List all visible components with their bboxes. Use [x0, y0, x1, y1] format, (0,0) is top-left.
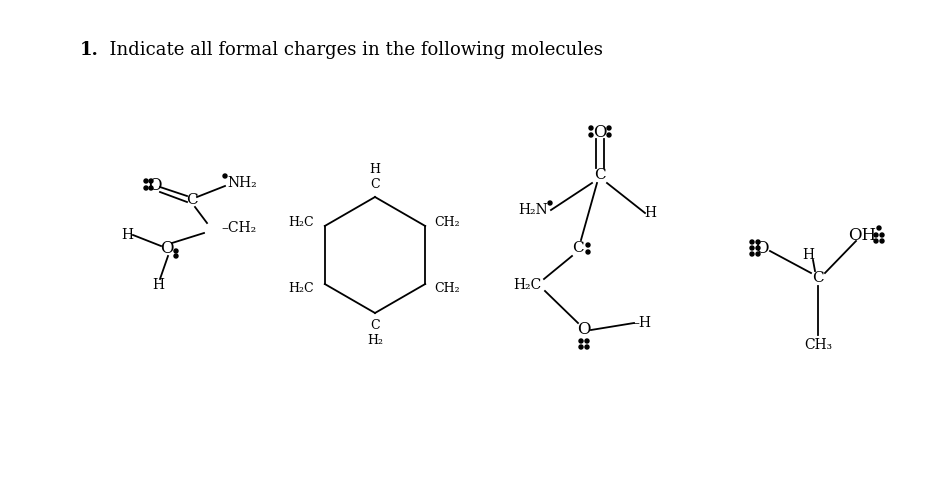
Text: H₂C: H₂C [288, 282, 313, 295]
Text: H₂C: H₂C [288, 216, 313, 228]
Circle shape [223, 174, 227, 178]
Text: C: C [186, 193, 198, 207]
Circle shape [880, 233, 884, 237]
Text: NH₂: NH₂ [227, 176, 257, 190]
Circle shape [579, 339, 583, 343]
Text: H
C: H C [369, 163, 381, 191]
Circle shape [548, 201, 552, 205]
Circle shape [589, 126, 593, 130]
Circle shape [756, 240, 760, 244]
Circle shape [586, 243, 590, 247]
Text: C: C [813, 271, 824, 285]
Text: O: O [149, 176, 162, 194]
Circle shape [607, 133, 611, 137]
Text: 1.: 1. [80, 41, 99, 59]
Text: CH₃: CH₃ [804, 338, 832, 352]
Text: O: O [593, 124, 607, 140]
Circle shape [586, 250, 590, 254]
Circle shape [579, 345, 583, 349]
Text: CH₂: CH₂ [435, 282, 460, 295]
Circle shape [877, 226, 881, 230]
Text: C: C [594, 168, 606, 182]
Circle shape [589, 133, 593, 137]
Circle shape [144, 179, 148, 183]
Text: O: O [160, 240, 174, 256]
Circle shape [874, 239, 878, 243]
Circle shape [144, 186, 148, 190]
Circle shape [750, 252, 754, 256]
Text: H₂N: H₂N [518, 203, 548, 217]
Text: –CH₂: –CH₂ [221, 221, 256, 235]
Text: H: H [802, 248, 814, 262]
Circle shape [750, 246, 754, 250]
Text: H: H [152, 278, 164, 292]
Text: Indicate all formal charges in the following molecules: Indicate all formal charges in the follo… [98, 41, 603, 59]
Text: H₂C: H₂C [513, 278, 542, 292]
Circle shape [174, 254, 178, 258]
Circle shape [174, 249, 178, 253]
Text: OH: OH [848, 227, 876, 243]
Circle shape [874, 233, 878, 237]
Circle shape [756, 246, 760, 250]
Text: O: O [577, 321, 591, 339]
Circle shape [149, 186, 153, 190]
Text: –H: –H [632, 316, 652, 330]
Text: CH₂: CH₂ [435, 216, 460, 228]
Circle shape [585, 345, 589, 349]
Text: O: O [755, 240, 769, 256]
Circle shape [756, 252, 760, 256]
Text: H: H [121, 228, 133, 242]
Circle shape [880, 239, 884, 243]
Circle shape [149, 179, 153, 183]
Circle shape [585, 339, 589, 343]
Text: H: H [644, 206, 656, 220]
Circle shape [607, 126, 611, 130]
Text: C: C [572, 241, 583, 255]
Text: C
H₂: C H₂ [367, 319, 383, 347]
Circle shape [750, 240, 754, 244]
